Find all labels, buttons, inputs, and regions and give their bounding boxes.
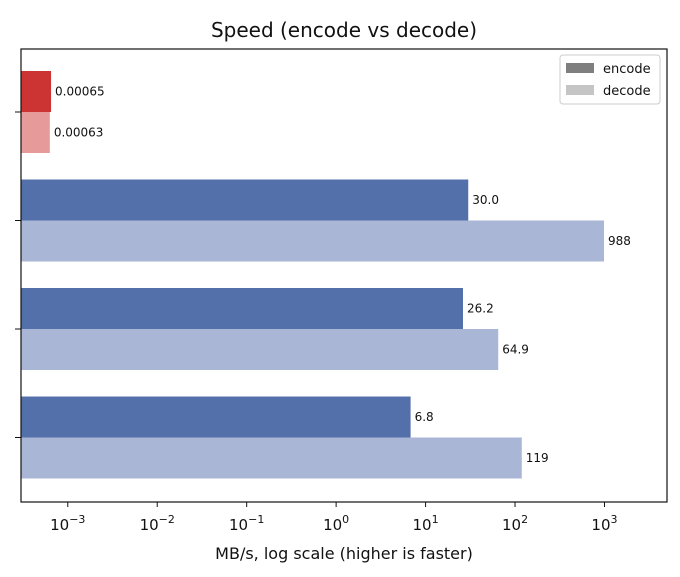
data-label-decode-4: 119 xyxy=(526,451,549,465)
x-axis-label: MB/s, log scale (higher is faster) xyxy=(215,544,473,563)
plot-area: 0.00065 0.00063 30.0 988 26.2 64.9 6.8 119 xyxy=(21,71,631,479)
data-label-encode-3: 26.2 xyxy=(467,302,494,316)
bar-decode-1 xyxy=(21,112,50,153)
x-tick-exponent-4: 0 xyxy=(342,513,349,526)
x-tick-exponent-1: −3 xyxy=(69,513,85,526)
x-tick-label-4: 100 xyxy=(323,513,349,534)
x-tick-exponent-3: −1 xyxy=(248,513,264,526)
data-label-decode-1: 0.00063 xyxy=(54,126,104,140)
plot-frame xyxy=(20,48,668,503)
bar-decode-4 xyxy=(21,437,522,479)
data-label-decode-3: 64.9 xyxy=(502,343,529,357)
x-tick-label-3: 10−1 xyxy=(229,513,264,534)
x-tick-label-7: 103 xyxy=(591,513,617,534)
legend-label-encode: encode xyxy=(603,62,651,77)
axes: 10−3 10−2 10−1 100 101 102 103 xyxy=(15,48,668,534)
chart-title: Speed (encode vs decode) xyxy=(211,18,477,42)
x-tick-base-1: 10 xyxy=(50,516,69,534)
bar-encode-2 xyxy=(21,179,469,221)
x-tick-label-5: 101 xyxy=(413,513,439,534)
x-tick-label-1: 10−3 xyxy=(50,513,85,534)
x-tick-base-4: 10 xyxy=(323,516,342,534)
data-label-encode-2: 30.0 xyxy=(472,193,499,207)
x-tick-exponent-5: 1 xyxy=(432,513,439,526)
x-tick-label-2: 10−2 xyxy=(140,513,175,534)
bar-decode-2 xyxy=(21,220,605,262)
legend-swatch-decode xyxy=(566,85,594,95)
legend-swatch-encode xyxy=(566,63,594,73)
data-label-decode-2: 988 xyxy=(608,234,631,248)
x-tick-base-7: 10 xyxy=(591,516,610,534)
x-tick-exponent-7: 3 xyxy=(611,513,618,526)
x-tick-exponent-6: 2 xyxy=(521,513,528,526)
data-label-encode-4: 6.8 xyxy=(415,410,434,424)
x-tick-label-6: 102 xyxy=(502,513,528,534)
data-label-encode-1: 0.00065 xyxy=(55,85,105,99)
x-tick-base-5: 10 xyxy=(413,516,432,534)
bar-encode-3 xyxy=(21,288,463,329)
x-tick-base-2: 10 xyxy=(140,516,159,534)
bar-decode-3 xyxy=(21,329,499,370)
legend-label-decode: decode xyxy=(603,84,651,99)
x-tick-base-6: 10 xyxy=(502,516,521,534)
bar-encode-4 xyxy=(21,396,411,438)
legend: encode decode xyxy=(559,54,661,105)
bar-encode-1 xyxy=(21,71,52,112)
x-tick-exponent-2: −2 xyxy=(159,513,175,526)
x-tick-base-3: 10 xyxy=(229,516,248,534)
